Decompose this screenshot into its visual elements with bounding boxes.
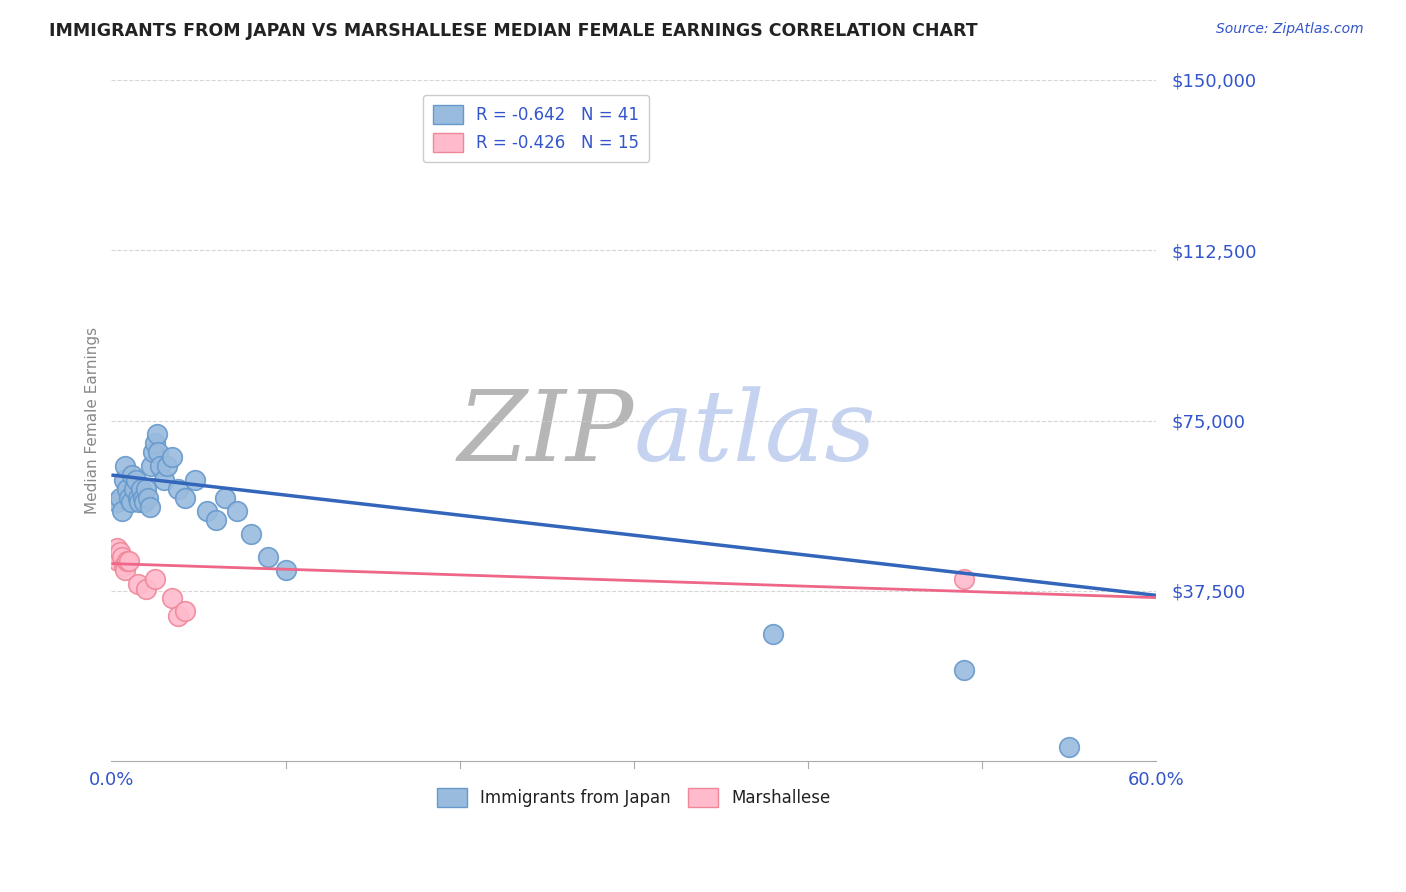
Point	[120, 495, 142, 509]
Point	[138, 500, 160, 514]
Point	[105, 495, 128, 509]
Text: ZIP: ZIP	[457, 386, 634, 482]
Point	[114, 458, 136, 473]
Point	[115, 554, 138, 568]
Point	[214, 491, 236, 505]
Point	[121, 468, 143, 483]
Point	[149, 458, 172, 473]
Point	[148, 445, 170, 459]
Point	[136, 491, 159, 505]
Point	[162, 450, 184, 464]
Point	[135, 582, 157, 596]
Point	[1057, 740, 1080, 755]
Point	[143, 573, 166, 587]
Point	[127, 577, 149, 591]
Point	[762, 627, 785, 641]
Point	[112, 558, 135, 573]
Point	[173, 604, 195, 618]
Point	[141, 458, 163, 473]
Point	[135, 482, 157, 496]
Text: Source: ZipAtlas.com: Source: ZipAtlas.com	[1216, 22, 1364, 37]
Point	[184, 473, 207, 487]
Y-axis label: Median Female Earnings: Median Female Earnings	[86, 327, 100, 514]
Point	[125, 473, 148, 487]
Point	[122, 482, 145, 496]
Point	[111, 549, 134, 564]
Point	[239, 527, 262, 541]
Point	[953, 573, 976, 587]
Point	[127, 491, 149, 505]
Point	[142, 445, 165, 459]
Point	[134, 495, 156, 509]
Point	[107, 554, 129, 568]
Point	[225, 504, 247, 518]
Point	[145, 427, 167, 442]
Text: IMMIGRANTS FROM JAPAN VS MARSHALLESE MEDIAN FEMALE EARNINGS CORRELATION CHART: IMMIGRANTS FROM JAPAN VS MARSHALLESE MED…	[49, 22, 977, 40]
Point	[156, 458, 179, 473]
Point	[143, 436, 166, 450]
Legend: Immigrants from Japan, Marshallese: Immigrants from Japan, Marshallese	[430, 781, 837, 814]
Point	[111, 504, 134, 518]
Point	[112, 473, 135, 487]
Point	[118, 491, 141, 505]
Point	[195, 504, 218, 518]
Point	[274, 563, 297, 577]
Point	[128, 495, 150, 509]
Point	[162, 591, 184, 605]
Point	[118, 554, 141, 568]
Point	[108, 545, 131, 559]
Point	[129, 482, 152, 496]
Point	[166, 608, 188, 623]
Point	[105, 541, 128, 555]
Point	[152, 473, 174, 487]
Point	[114, 563, 136, 577]
Point	[132, 491, 155, 505]
Point	[257, 549, 280, 564]
Point	[173, 491, 195, 505]
Point	[166, 482, 188, 496]
Point	[108, 491, 131, 505]
Point	[953, 663, 976, 677]
Point	[115, 482, 138, 496]
Text: atlas: atlas	[634, 386, 876, 482]
Point	[205, 513, 228, 527]
